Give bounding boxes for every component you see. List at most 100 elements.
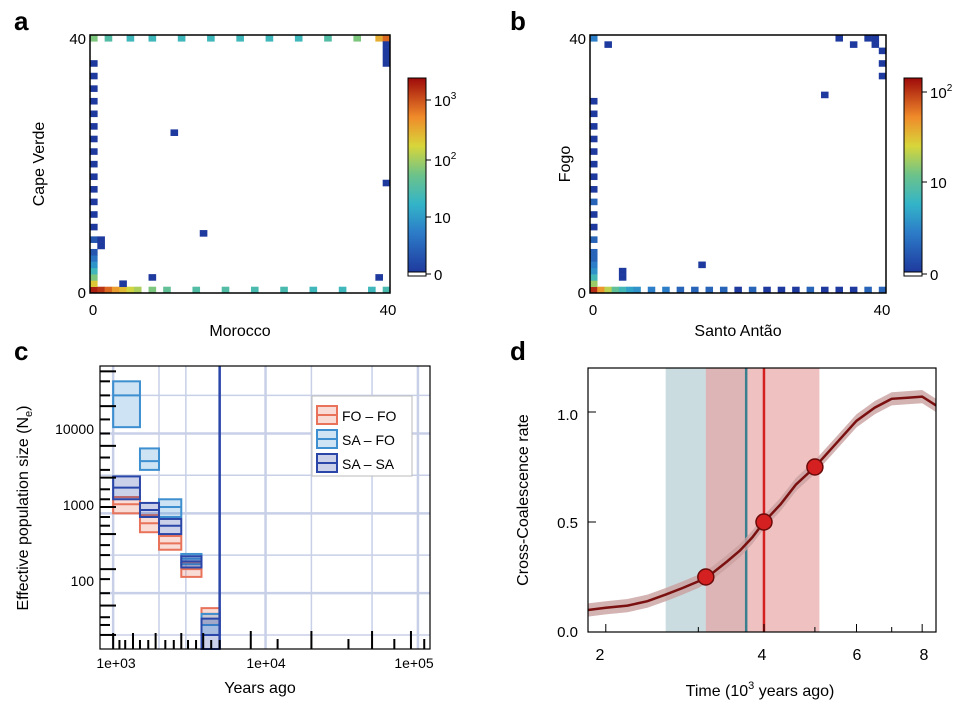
heat-cell-1-18 xyxy=(806,286,815,294)
heat-cell-1-48 xyxy=(835,35,843,42)
heat-cell-1-32 xyxy=(590,211,598,218)
heat-cell-0-8 xyxy=(294,35,303,42)
heat-cell-1-44 xyxy=(618,267,627,275)
panel-letter-a: a xyxy=(14,6,29,36)
heat-cell-1-52 xyxy=(878,47,887,55)
heat-cell-1-16 xyxy=(777,286,786,294)
c-xlabel: Years ago xyxy=(224,680,296,697)
d-point-2 xyxy=(806,458,824,476)
heat-cell-1-17 xyxy=(792,286,800,294)
heat-cell-0-16 xyxy=(111,286,120,294)
heat-cell-0-24 xyxy=(250,286,259,294)
heat-cell-0-22 xyxy=(192,286,201,294)
heat-cell-1-3 xyxy=(611,286,620,294)
a-cbar-label-100: 102 xyxy=(434,151,457,170)
b-xtick-40: 40 xyxy=(874,302,891,319)
heat-cell-0-33 xyxy=(90,261,98,269)
heat-cell-0-5 xyxy=(207,35,215,42)
heat-cell-1-25 xyxy=(590,274,598,281)
heat-cell-0-39 xyxy=(90,198,98,206)
heat-cell-1-28 xyxy=(590,255,598,262)
a-colorbar-zero xyxy=(407,271,427,277)
heat-cell-1-47 xyxy=(821,91,829,99)
b-cbar-label-0: 0 xyxy=(930,267,938,284)
heat-cell-0-47 xyxy=(90,97,98,105)
heat-cell-0-13 xyxy=(90,286,98,294)
a-ytick-40: 40 xyxy=(69,31,86,48)
c-ylabel: Effective population size (Ne) xyxy=(15,405,35,610)
c-xtick-1e5: 1e+05 xyxy=(394,655,434,671)
panel-d: 2 4 6 8 1.0 0.5 0.0 Time (103 years ago)… xyxy=(515,367,937,700)
heat-cell-1-33 xyxy=(590,198,598,206)
heat-cell-0-12 xyxy=(382,35,391,42)
heat-cell-0-14 xyxy=(97,286,105,294)
heat-cell-0-10 xyxy=(353,35,362,42)
heat-cell-0-49 xyxy=(90,72,98,80)
c-ytick-1000: 1000 xyxy=(63,497,94,513)
b-cbar-label-100: 102 xyxy=(930,83,953,102)
heat-cell-1-49 xyxy=(849,41,858,48)
heat-cell-0-36 xyxy=(90,236,98,243)
panel-letter-d: d xyxy=(510,336,526,366)
heat-cell-0-38 xyxy=(90,211,98,218)
b-colorbar xyxy=(903,77,923,273)
heatmap-b-frame xyxy=(589,34,887,294)
heat-cell-0-44 xyxy=(90,135,98,143)
heat-cell-0-1 xyxy=(104,35,113,42)
heat-cell-1-53 xyxy=(878,60,887,67)
b-colorbar-ticks xyxy=(922,91,927,275)
d-xlabel: Time (103 years ago) xyxy=(686,680,835,700)
a-cbar-label-10: 10 xyxy=(434,210,451,227)
d-ytick-0: 0.0 xyxy=(557,624,578,641)
heat-cell-0-30 xyxy=(90,280,98,288)
panel-letter-c: c xyxy=(14,336,28,366)
heat-cell-0-41 xyxy=(90,173,98,181)
b-xlabel: Santo Antão xyxy=(694,323,781,340)
heat-cell-1-20 xyxy=(835,286,843,294)
b-ytick-40: 40 xyxy=(569,31,586,48)
heat-cell-1-22 xyxy=(864,286,872,294)
c-box-1-1 xyxy=(138,447,161,471)
heat-cell-1-31 xyxy=(590,223,598,231)
heat-cell-1-41 xyxy=(590,97,598,105)
c-frame xyxy=(99,365,431,650)
c-xtick-1e4: 1e+04 xyxy=(246,655,286,671)
heat-cell-0-60 xyxy=(382,53,391,61)
heat-cell-1-40 xyxy=(590,110,598,118)
c-xtick-1e3: 1e+03 xyxy=(96,655,136,671)
c-ytick-100: 100 xyxy=(71,573,95,589)
heat-cell-1-34 xyxy=(590,186,598,193)
d-xtick-8: 8 xyxy=(920,647,929,664)
heat-cell-0-26 xyxy=(309,286,318,294)
a-xtick-40: 40 xyxy=(380,302,397,319)
heat-cell-0-54 xyxy=(148,274,157,281)
heat-cell-1-5 xyxy=(626,286,634,294)
heat-cell-1-12 xyxy=(719,286,728,294)
a-xtick-0: 0 xyxy=(89,302,97,319)
heat-cell-0-21 xyxy=(163,286,171,294)
heat-cell-0-0 xyxy=(90,35,98,42)
d-ytick-1: 1.0 xyxy=(557,407,578,424)
heat-cell-0-48 xyxy=(90,85,98,92)
heat-cell-0-45 xyxy=(90,123,98,130)
heat-cell-1-23 xyxy=(878,286,887,294)
heatmap-a-frame xyxy=(89,34,391,294)
a-xlabel: Morocco xyxy=(209,323,270,340)
heat-cell-0-19 xyxy=(133,286,142,294)
heat-cell-0-59 xyxy=(382,60,391,67)
heat-cell-0-23 xyxy=(221,286,230,294)
c-box-1-2 xyxy=(158,498,183,518)
heat-cell-0-3 xyxy=(148,35,157,42)
heat-cell-1-45 xyxy=(618,274,627,281)
heatmap-a-cells xyxy=(90,35,391,294)
heat-cell-0-61 xyxy=(382,47,391,55)
heat-cell-0-51 xyxy=(97,242,105,250)
heat-cell-1-15 xyxy=(763,286,771,294)
heat-cell-1-24 xyxy=(590,280,598,288)
heat-cell-1-30 xyxy=(590,236,598,243)
d-red-band xyxy=(705,368,820,632)
heat-cell-0-15 xyxy=(104,286,113,294)
heat-cell-1-42 xyxy=(590,35,598,42)
heat-cell-0-46 xyxy=(90,110,98,118)
heat-cell-1-54 xyxy=(878,72,887,80)
